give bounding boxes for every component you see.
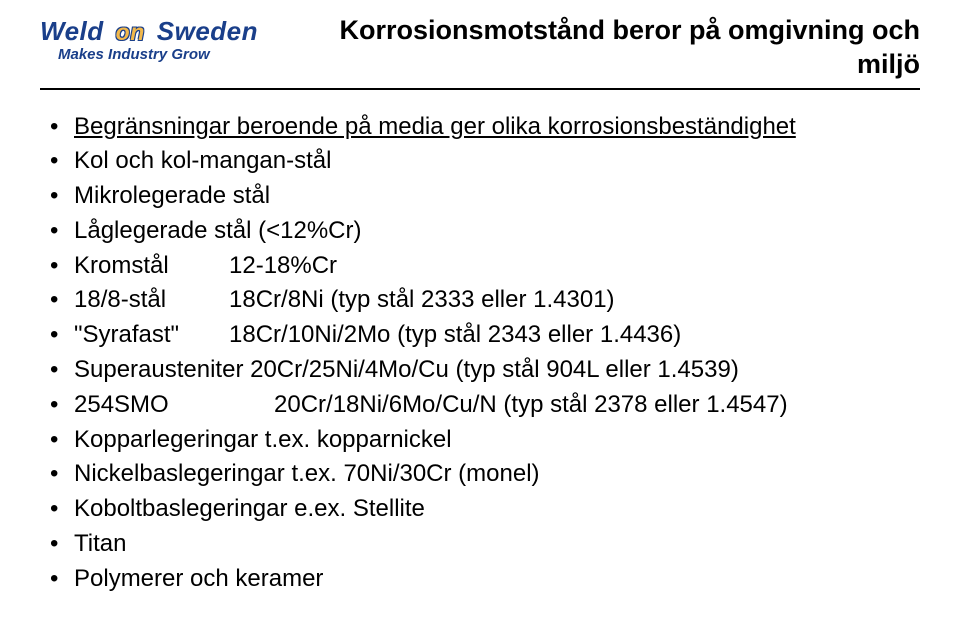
bullet-text: Koboltbaslegeringar e.ex. Stellite (74, 495, 425, 522)
bullet-text: Begränsningar beroende på media ger olik… (74, 113, 796, 140)
logo-on: on (116, 21, 145, 44)
bullet-label: 254SMO (74, 388, 274, 423)
bullet-item: Kol och kol-mangan-stål (46, 144, 920, 179)
header: Weld on Sweden Makes Industry Grow Korro… (40, 14, 920, 82)
bullet-text: Låglegerade stål (<12%Cr) (74, 217, 362, 244)
bullet-list: Begränsningar beroende på media ger olik… (46, 110, 920, 597)
bullet-item: Låglegerade stål (<12%Cr) (46, 214, 920, 249)
divider (40, 88, 920, 90)
logo-sweden: Sweden (157, 18, 258, 44)
bullet-text: Mikrolegerade stål (74, 182, 270, 209)
bullet-text: Superausteniter 20Cr/25Ni/4Mo/Cu (typ st… (74, 356, 739, 383)
bullet-text: Titan (74, 530, 126, 557)
bullet-text: Nickelbaslegeringar t.ex. 70Ni/30Cr (mon… (74, 460, 540, 487)
logo-tagline: Makes Industry Grow (58, 46, 258, 63)
bullet-value: 20Cr/18Ni/6Mo/Cu/N (typ stål 2378 eller … (274, 388, 788, 423)
bullet-item: Kopparlegeringar t.ex. kopparnickel (46, 423, 920, 458)
logo-weld: Weld (40, 18, 104, 44)
bullet-text: Kopparlegeringar t.ex. kopparnickel (74, 426, 452, 453)
bullet-text: Polymerer och keramer (74, 565, 323, 592)
slide-title: Korrosionsmotstånd beror på omgivning oc… (310, 14, 920, 82)
bullet-item: Mikrolegerade stål (46, 179, 920, 214)
bullet-value: 18Cr/8Ni (typ stål 2333 eller 1.4301) (229, 283, 615, 318)
bullet-item: "Syrafast"18Cr/10Ni/2Mo (typ stål 2343 e… (46, 318, 920, 353)
bullet-item: 18/8-stål18Cr/8Ni (typ stål 2333 eller 1… (46, 283, 920, 318)
slide: Weld on Sweden Makes Industry Grow Korro… (0, 0, 960, 634)
bullet-label: Kromstål (74, 249, 229, 284)
bullet-item: Kromstål12-18%Cr (46, 249, 920, 284)
bullet-text: Kol och kol-mangan-stål (74, 147, 331, 174)
logo: Weld on Sweden Makes Industry Grow (40, 18, 258, 63)
bullet-item: Titan (46, 527, 920, 562)
bullet-value: 12-18%Cr (229, 249, 337, 284)
bullet-label: "Syrafast" (74, 318, 229, 353)
bullet-label: 18/8-stål (74, 283, 229, 318)
bullet-item: Koboltbaslegeringar e.ex. Stellite (46, 492, 920, 527)
logo-wordmark: Weld on Sweden (40, 18, 258, 44)
bullet-item: 254SMO20Cr/18Ni/6Mo/Cu/N (typ stål 2378 … (46, 388, 920, 423)
bullet-item: Polymerer och keramer (46, 562, 920, 597)
bullet-item: Nickelbaslegeringar t.ex. 70Ni/30Cr (mon… (46, 457, 920, 492)
bullet-value: 18Cr/10Ni/2Mo (typ stål 2343 eller 1.443… (229, 318, 681, 353)
bullet-item: Superausteniter 20Cr/25Ni/4Mo/Cu (typ st… (46, 353, 920, 388)
bullet-item: Begränsningar beroende på media ger olik… (46, 110, 920, 145)
